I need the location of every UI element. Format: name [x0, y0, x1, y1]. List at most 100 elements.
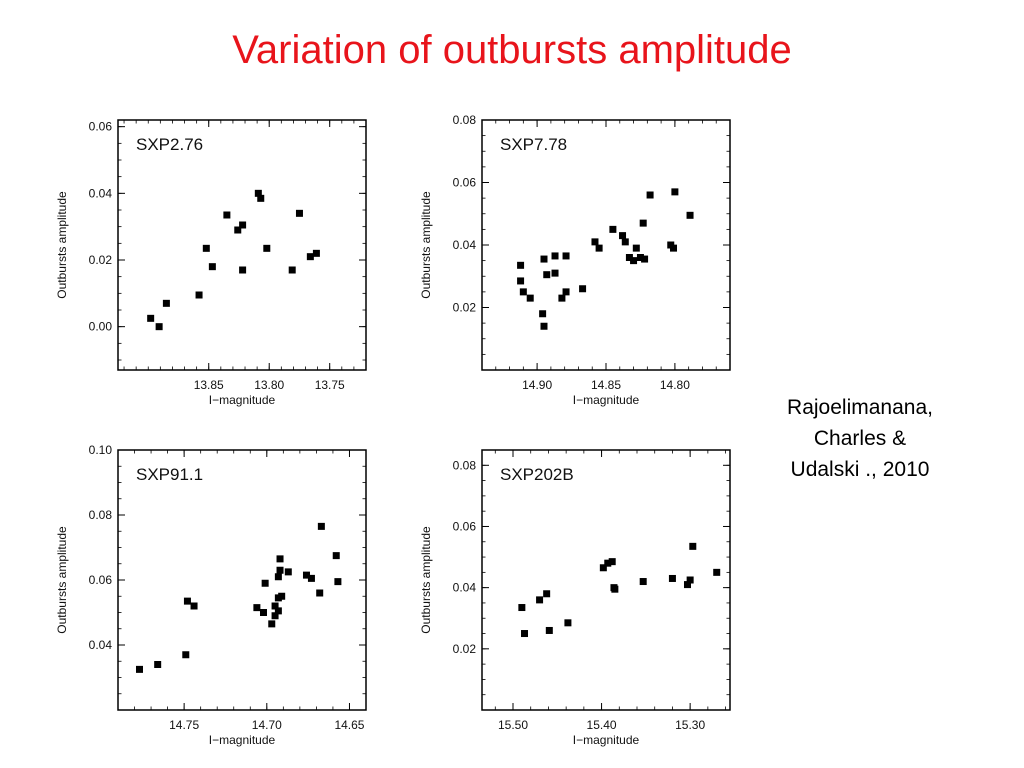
- data-point: [182, 651, 190, 659]
- data-point: [517, 261, 525, 269]
- data-point: [202, 244, 210, 252]
- x-tick-label: 14.80: [660, 378, 690, 392]
- data-point: [274, 573, 282, 581]
- data-point: [604, 559, 612, 567]
- data-point: [539, 310, 547, 318]
- panel-title: SXP7.78: [500, 135, 567, 154]
- data-point: [302, 571, 310, 579]
- data-point: [551, 252, 559, 260]
- plot-frame: [117, 449, 367, 711]
- citation-line: Rajoelimanana,: [787, 396, 933, 419]
- data-point: [239, 266, 247, 274]
- x-tick-label: 15.50: [498, 718, 528, 732]
- y-tick-label: 0.00: [89, 320, 113, 334]
- x-tick-label: 14.65: [334, 718, 364, 732]
- data-point: [274, 607, 282, 615]
- data-point: [288, 266, 296, 274]
- data-point: [518, 604, 526, 612]
- data-point: [234, 226, 242, 234]
- data-point: [562, 288, 570, 296]
- data-point: [689, 542, 697, 550]
- y-tick-label: 0.02: [453, 301, 477, 315]
- x-axis-label: I−magnitude: [209, 393, 276, 407]
- data-point: [609, 225, 617, 233]
- data-point: [295, 209, 303, 217]
- data-point: [259, 609, 267, 616]
- data-point: [579, 285, 587, 293]
- scatter-plot: SXP2.76 13.85 13.80 13.75 0.00 0.02 0.04 0.06 I−…: [55, 119, 367, 407]
- y-tick-label: 0.04: [453, 581, 477, 595]
- data-point: [540, 322, 548, 330]
- panel-title: SXP202B: [500, 465, 574, 484]
- x-tick-label: 14.90: [522, 378, 552, 392]
- data-point: [545, 626, 553, 634]
- data-point: [625, 254, 633, 261]
- data-point: [636, 254, 644, 261]
- data-point: [543, 271, 551, 279]
- plot-frame: [481, 449, 731, 711]
- x-tick-label: 15.30: [675, 718, 705, 732]
- citation-line: Charles &: [813, 427, 907, 450]
- x-tick-label: 13.85: [194, 378, 224, 392]
- data-point: [253, 604, 261, 612]
- data-point: [278, 592, 286, 600]
- y-tick-label: 0.02: [89, 253, 113, 267]
- data-point: [639, 578, 647, 586]
- data-point: [135, 665, 143, 673]
- data-point: [312, 249, 320, 257]
- y-tick-label: 0.08: [89, 508, 113, 522]
- data-point: [686, 576, 694, 584]
- data-point: [208, 263, 216, 271]
- data-point: [155, 323, 163, 331]
- data-point: [641, 255, 649, 263]
- data-point: [195, 291, 203, 299]
- x-tick-label: 14.85: [591, 378, 621, 392]
- scatter-plot: SXP202B 15.50 15.40 15.30 0.02 0.04 0.06 0.08 I−…: [419, 449, 731, 747]
- data-point: [147, 314, 155, 322]
- scatter-plot: SXP91.1 14.75 14.70 14.65 0.04 0.06 0.08 0.10 I−…: [55, 443, 367, 747]
- panel-title: SXP91.1: [136, 465, 203, 484]
- data-point: [317, 522, 325, 530]
- plot-frame: [117, 119, 367, 371]
- y-tick-label: 0.10: [89, 443, 113, 457]
- data-point: [668, 574, 676, 582]
- data-point: [223, 211, 231, 219]
- data-point: [154, 661, 162, 668]
- data-point: [599, 564, 607, 572]
- y-tick-label: 0.08: [453, 113, 477, 127]
- data-point: [517, 277, 525, 285]
- data-point: [619, 232, 627, 240]
- y-axis-label: Outbursts amplitude: [55, 191, 69, 299]
- x-axis-label: I−magnitude: [573, 393, 640, 407]
- y-axis-label: Outbursts amplitude: [419, 191, 433, 299]
- data-point: [284, 568, 292, 576]
- data-point: [591, 238, 599, 246]
- data-point: [630, 257, 638, 265]
- data-point: [646, 191, 654, 199]
- scatter-plot: SXP7.78 14.90 14.85 14.80 0.02 0.04 0.06 0.08 I−…: [419, 113, 731, 407]
- data-point: [526, 294, 534, 302]
- data-point: [519, 288, 527, 296]
- data-point: [611, 585, 619, 593]
- x-tick-label: 15.40: [587, 718, 617, 732]
- data-point: [671, 188, 679, 196]
- y-tick-label: 0.06: [89, 573, 113, 587]
- x-axis-label: I−magnitude: [573, 733, 640, 747]
- x-tick-label: 13.75: [315, 378, 345, 392]
- y-tick-label: 0.08: [453, 458, 477, 472]
- citation-line: Udalski ., 2010: [790, 458, 930, 481]
- data-point: [254, 189, 262, 197]
- data-point: [558, 294, 566, 302]
- data-point: [540, 255, 548, 263]
- data-point: [521, 630, 529, 638]
- y-tick-label: 0.02: [453, 642, 477, 656]
- data-point: [276, 555, 284, 563]
- data-point: [639, 219, 647, 227]
- y-tick-label: 0.06: [89, 120, 113, 134]
- data-point: [595, 244, 603, 252]
- panel-title: SXP2.76: [136, 135, 203, 154]
- data-point: [670, 244, 678, 252]
- data-point: [551, 269, 559, 277]
- data-point: [307, 574, 315, 582]
- data-point: [332, 552, 340, 560]
